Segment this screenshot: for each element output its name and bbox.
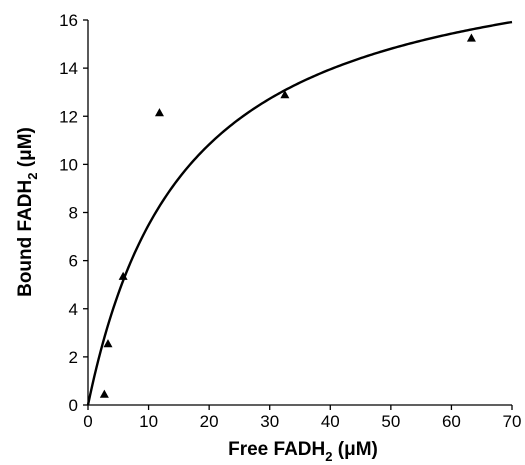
y-tick-label: 0 (69, 396, 78, 415)
data-point-triangle (118, 271, 128, 280)
x-axis-title-subscript: 2 (325, 449, 332, 464)
y-axis-title-unit: (μM) (15, 127, 36, 172)
x-tick-label: 40 (321, 412, 340, 431)
y-tick-label: 2 (69, 348, 78, 367)
plot-area: 0 2 4 6 8 10 12 14 16 0 10 20 30 40 50 60 70 (59, 11, 521, 431)
x-tick-label: 60 (442, 412, 461, 431)
x-axis-title: Free FADH2 (μM) (228, 439, 378, 464)
y-tick-label: 14 (59, 59, 78, 78)
data-point-triangle (280, 90, 290, 99)
y-axis-title-subscript: 2 (25, 173, 40, 180)
y-axis-title-main: Bound FADH (15, 180, 36, 297)
data-point-triangle (466, 33, 476, 42)
y-axis-title: Bound FADH2 (μM) (15, 127, 40, 297)
x-tick-label: 10 (139, 412, 158, 431)
data-point-triangle (154, 108, 164, 117)
x-axis-title-main: Free FADH (228, 439, 325, 460)
y-tick-label: 10 (59, 155, 78, 174)
x-tick-label: 0 (83, 412, 92, 431)
y-tick-label: 16 (59, 11, 78, 30)
data-point-triangle (99, 389, 109, 398)
fit-curve (86, 20, 513, 406)
y-tick-label: 8 (69, 204, 78, 223)
x-tick-label: 20 (200, 412, 219, 431)
x-tick-label: 70 (503, 412, 522, 431)
data-point-triangle (103, 339, 113, 348)
x-tick-label: 30 (260, 412, 279, 431)
y-tick-label: 4 (69, 300, 78, 319)
y-tick-label: 6 (69, 252, 78, 271)
x-tick-label: 50 (381, 412, 400, 431)
y-tick-label: 12 (59, 107, 78, 126)
x-axis-title-unit: (μM) (332, 439, 377, 460)
